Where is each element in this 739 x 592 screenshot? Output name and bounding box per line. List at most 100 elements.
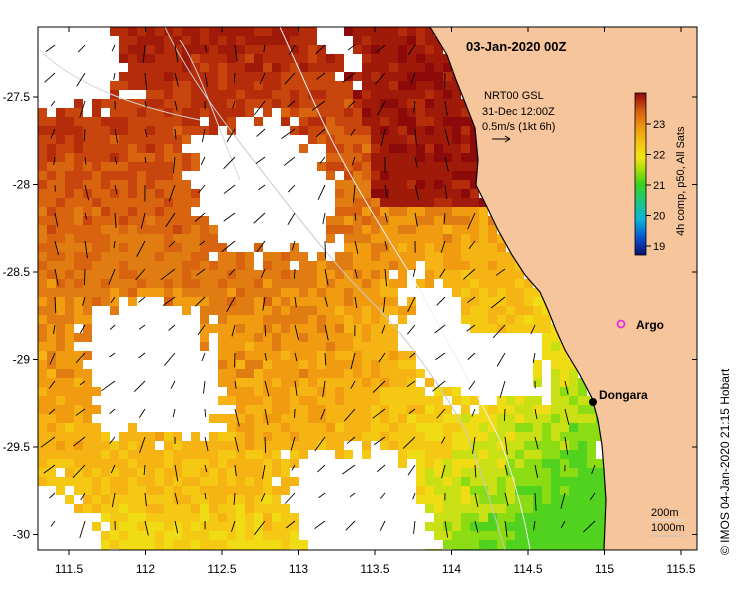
sst-cell [119,495,128,504]
sst-cell [263,261,272,270]
current-vector [138,296,146,303]
sst-cell [182,117,191,126]
sst-cell [452,468,461,477]
sst-cell [155,486,164,495]
sst-cell [56,333,65,342]
sst-cell [290,63,299,72]
current-vector [234,408,240,427]
sst-cell [74,225,83,234]
sst-cell [416,126,425,135]
sst-cell [236,27,245,36]
sst-cell [551,540,560,549]
sst-cell [596,495,605,504]
sst-cell [578,504,587,513]
sst-cell [560,468,569,477]
dongara-label: Dongara [599,388,648,402]
sst-cell [443,414,452,423]
sst-cell [245,342,254,351]
sst-cell [254,36,263,45]
current-vector [232,100,236,109]
sst-cell [461,180,470,189]
sst-cell [110,441,119,450]
sst-cell [371,297,380,306]
sst-cell [506,306,515,315]
current-vector [409,352,416,358]
sst-cell [137,162,146,171]
current-vector [311,100,326,111]
sst-cell [74,207,83,216]
sst-cell [470,423,479,432]
sst-cell [263,423,272,432]
sst-cell [578,441,587,450]
sst-cell [83,162,92,171]
sst-cell [443,198,452,207]
sst-cell [281,261,290,270]
sst-cell [434,45,443,54]
current-vector [380,128,386,146]
sst-cell [326,324,335,333]
sst-cell [218,333,227,342]
sst-cell [461,144,470,153]
sst-cell [407,432,416,441]
current-vector [48,380,56,389]
sst-cell [56,450,65,459]
sst-cell [245,333,254,342]
sst-cell [272,459,281,468]
sst-cell [425,54,434,63]
sst-cell [407,189,416,198]
sst-cell [47,351,56,360]
sst-cell [128,162,137,171]
sst-cell [119,153,128,162]
sst-cell [245,279,254,288]
sst-cell [173,90,182,99]
sst-cell [218,369,227,378]
sst-cell [155,450,164,459]
sst-cell [353,387,362,396]
sst-cell [191,531,200,540]
sst-cell [110,306,119,315]
sst-cell [164,153,173,162]
sst-cell [128,135,137,144]
sst-cell [542,522,551,531]
sst-cell [173,252,182,261]
sst-cell [515,468,524,477]
sst-cell [110,279,119,288]
sst-cell [65,279,74,288]
sst-cell [56,126,65,135]
sst-cell [371,405,380,414]
sst-cell [515,513,524,522]
sst-cell [461,450,470,459]
sst-cell [173,171,182,180]
sst-cell [218,45,227,54]
sst-cell [263,495,272,504]
sst-cell [290,387,299,396]
sst-cell [119,522,128,531]
sst-cell [209,234,218,243]
sst-cell [128,441,137,450]
sst-cell [551,459,560,468]
sst-cell [380,360,389,369]
sst-cell [164,36,173,45]
current-vector [165,212,176,228]
sst-cell [47,387,56,396]
sst-cell [146,162,155,171]
sst-cell [101,486,110,495]
sst-cell [506,477,515,486]
sst-cell [461,198,470,207]
sst-cell [470,477,479,486]
sst-cell [200,81,209,90]
sst-cell [416,171,425,180]
current-vector [44,72,56,83]
sst-cell [416,36,425,45]
sst-cell [362,450,371,459]
current-vector [504,492,509,506]
sst-cell [110,270,119,279]
sst-cell [362,180,371,189]
current-vector [201,128,206,143]
sst-cell [164,441,173,450]
sst-cell [245,450,254,459]
sst-cell [470,126,479,135]
current-vector [372,380,386,393]
sst-cell [335,432,344,441]
sst-cell [290,306,299,315]
